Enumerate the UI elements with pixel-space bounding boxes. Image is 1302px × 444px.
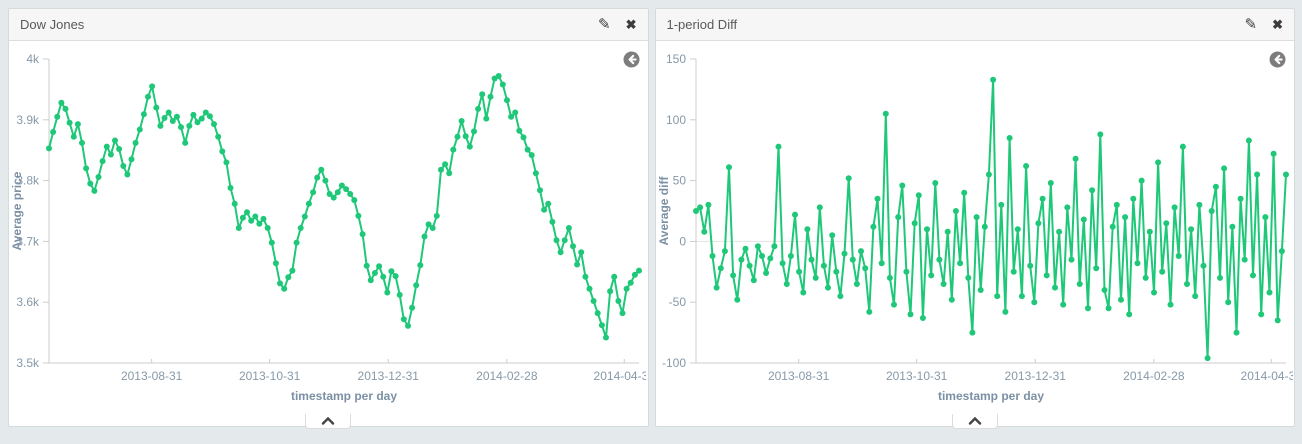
back-circle-icon[interactable] — [1269, 51, 1286, 68]
svg-text:2014-02-28: 2014-02-28 — [1123, 369, 1185, 383]
chart-area: 4k 3.9k 3.8k 3.7k 3.6k 3.5k 2013-08-31 2013-10-… — [9, 43, 648, 429]
svg-text:timestamp per day: timestamp per day — [937, 389, 1043, 403]
panel-header-actions: ✎ ✖ — [598, 17, 636, 32]
close-icon[interactable]: ✖ — [625, 17, 637, 32]
svg-text:3.7k: 3.7k — [16, 234, 40, 248]
panel-dow-jones: Dow Jones ✎ ✖ 4k 3.9k 3.8k 3.7k 3.6k 3.5k 2013… — [8, 8, 649, 429]
svg-text:3.9k: 3.9k — [16, 113, 40, 127]
svg-text:2014-04-30: 2014-04-30 — [1240, 369, 1292, 383]
collapse-chevron-icon — [968, 417, 981, 425]
svg-text:2013-12-31: 2013-12-31 — [358, 369, 420, 383]
svg-text:2014-04-30: 2014-04-30 — [594, 369, 646, 383]
svg-text:100: 100 — [665, 113, 685, 127]
close-icon[interactable]: ✖ — [1272, 17, 1283, 32]
svg-text:timestamp per day: timestamp per day — [291, 389, 397, 403]
svg-text:0: 0 — [679, 234, 686, 248]
svg-text:3.6k: 3.6k — [16, 295, 40, 309]
svg-text:2013-08-31: 2013-08-31 — [121, 369, 183, 383]
svg-text:-100: -100 — [661, 356, 685, 370]
panel-title: 1-period Diff — [666, 17, 738, 32]
panel-one-period-diff: 1-period Diff ✎ ✖ 150 100 50 0 -50 -100 2013-0… — [654, 8, 1295, 429]
svg-text:-50: -50 — [668, 295, 686, 309]
edit-pencil-icon[interactable]: ✎ — [598, 16, 611, 33]
collapse-button[interactable] — [951, 414, 998, 429]
svg-text:2013-10-31: 2013-10-31 — [885, 369, 947, 383]
panel-header-actions: ✎ ✖ — [1245, 17, 1283, 32]
svg-text:3.5k: 3.5k — [16, 356, 40, 370]
diff-line-chart[interactable]: 150 100 50 0 -50 -100 2013-08-31 2013-10-31 2013… — [656, 43, 1293, 405]
svg-text:Average diff: Average diff — [657, 176, 671, 246]
svg-text:2014-02-28: 2014-02-28 — [476, 369, 538, 383]
svg-text:2013-08-31: 2013-08-31 — [767, 369, 829, 383]
panel-header: 1-period Diff ✎ ✖ — [655, 9, 1294, 41]
svg-text:Average price: Average price — [10, 171, 24, 250]
collapse-button[interactable] — [305, 414, 352, 429]
panel-title: Dow Jones — [20, 17, 85, 32]
svg-text:3.8k: 3.8k — [16, 174, 40, 188]
back-circle-icon[interactable] — [623, 51, 640, 68]
svg-text:2013-10-31: 2013-10-31 — [239, 369, 301, 383]
svg-text:150: 150 — [665, 52, 685, 66]
edit-pencil-icon[interactable]: ✎ — [1244, 16, 1258, 33]
panel-header: Dow Jones ✎ ✖ — [9, 9, 648, 41]
dow-jones-line-chart[interactable]: 4k 3.9k 3.8k 3.7k 3.6k 3.5k 2013-08-31 2013-10-… — [9, 43, 646, 405]
chart-area: 150 100 50 0 -50 -100 2013-08-31 2013-10-31 2013… — [656, 43, 1295, 429]
svg-text:50: 50 — [672, 174, 686, 188]
svg-text:2013-12-31: 2013-12-31 — [1004, 369, 1066, 383]
collapse-chevron-icon — [322, 417, 335, 425]
svg-text:4k: 4k — [26, 52, 40, 66]
